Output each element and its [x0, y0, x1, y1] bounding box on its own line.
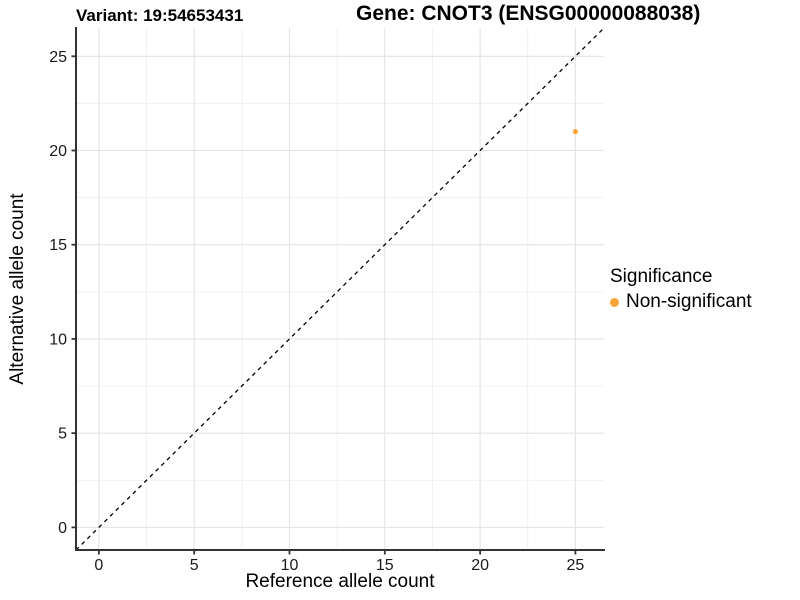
y-tick-label: 15	[49, 237, 67, 254]
y-tick-label: 20	[49, 143, 67, 160]
x-axis-title: Reference allele count	[245, 571, 435, 592]
legend-title: Significance	[610, 266, 713, 287]
y-tick-label: 10	[49, 331, 67, 348]
legend: Significance Non-significant	[610, 266, 752, 313]
x-tick-label: 10	[281, 557, 299, 574]
gene-title: Gene: CNOT3 (ENSG00000088038)	[356, 2, 701, 25]
y-axis-title: Alternative allele count	[7, 193, 28, 385]
x-tick-label: 0	[94, 557, 103, 574]
y-tick-label: 25	[49, 49, 67, 66]
y-tick-label: 0	[58, 520, 67, 537]
legend-entry: Non-significant	[610, 291, 752, 313]
identity-line	[75, 27, 605, 551]
variant-title: Variant: 19:54653431	[76, 6, 244, 25]
x-tick-label: 15	[376, 557, 394, 574]
y-tick-label: 5	[58, 426, 67, 443]
legend-key-dot-icon	[610, 297, 619, 307]
x-tick-label: 5	[190, 557, 199, 574]
legend-entry-label: Non-significant	[626, 291, 752, 312]
x-tick-label: 20	[471, 557, 489, 574]
data-point	[572, 129, 579, 135]
x-tick-label: 25	[567, 557, 585, 574]
